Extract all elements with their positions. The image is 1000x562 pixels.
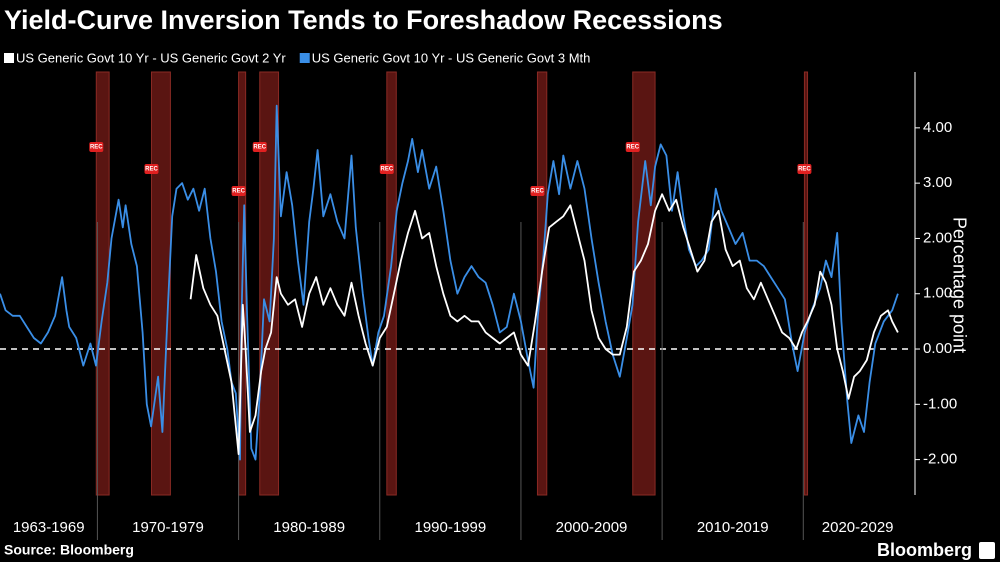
recession-tag-label: REC bbox=[145, 167, 158, 173]
x-period-label: 1980-1989 bbox=[273, 519, 345, 536]
x-period-label: 2000-2009 bbox=[556, 519, 628, 536]
y-tick-label: 4.00 bbox=[923, 119, 952, 136]
recession-band bbox=[150, 71, 171, 496]
y-tick-label: 1.00 bbox=[923, 285, 952, 302]
brand: Bloomberg bbox=[877, 540, 972, 560]
y-tick-label: 2.00 bbox=[923, 229, 952, 246]
recession-tag-box bbox=[144, 164, 159, 174]
chart-title: Yield-Curve Inversion Tends to Foreshado… bbox=[4, 5, 723, 35]
recession-tag-box bbox=[89, 142, 104, 152]
recession-tag: REC bbox=[252, 142, 267, 152]
recession-tag: REC bbox=[231, 186, 246, 196]
recession-band bbox=[803, 71, 809, 496]
recession-tag-label: REC bbox=[380, 167, 393, 173]
legend-label: US Generic Govt 10 Yr - US Generic Govt … bbox=[312, 50, 591, 65]
x-period-label: 1970-1979 bbox=[132, 519, 204, 536]
x-period-label: 2020-2029 bbox=[822, 519, 894, 536]
recession-tag: REC bbox=[379, 164, 394, 174]
recession-tag: REC bbox=[797, 164, 812, 174]
recession-tag-box bbox=[625, 142, 640, 152]
brand-icon bbox=[979, 542, 995, 559]
series-line bbox=[189, 193, 899, 455]
recession-tag-label: REC bbox=[90, 145, 103, 151]
legend-label: US Generic Govt 10 Yr - US Generic Govt … bbox=[16, 50, 286, 65]
x-period-label: 2010-2019 bbox=[697, 519, 769, 536]
recession-tag-box bbox=[797, 164, 812, 174]
recession-band bbox=[632, 71, 656, 496]
y-tick-label: -2.00 bbox=[923, 451, 957, 468]
recession-tag-box bbox=[231, 186, 246, 196]
legend-swatch bbox=[299, 53, 310, 63]
x-period-label: 1990-1999 bbox=[414, 519, 486, 536]
recession-tag-label: REC bbox=[232, 189, 245, 195]
legend-swatch bbox=[4, 53, 14, 63]
recession-band bbox=[536, 71, 548, 496]
recession-tag-box bbox=[379, 164, 394, 174]
recession-tag: REC bbox=[530, 186, 545, 196]
y-tick-label: 0.00 bbox=[923, 340, 952, 357]
recession-tag-box bbox=[252, 142, 267, 152]
y-tick-label: -1.00 bbox=[923, 395, 957, 412]
y-tick-label: 3.00 bbox=[923, 174, 952, 191]
series-line bbox=[0, 104, 899, 461]
recession-band bbox=[95, 71, 110, 496]
x-period-label: 1963-1969 bbox=[13, 519, 85, 536]
recession-tag: REC bbox=[144, 164, 159, 174]
recession-tag-label: REC bbox=[626, 145, 639, 151]
recession-tag: REC bbox=[89, 142, 104, 152]
recession-tag-label: REC bbox=[531, 189, 544, 195]
recession-tag: REC bbox=[625, 142, 640, 152]
y-axis-label: Percentage point bbox=[949, 217, 969, 353]
recession-tag-label: REC bbox=[253, 145, 266, 151]
recession-tag-label: REC bbox=[798, 167, 811, 173]
recession-tag-box bbox=[530, 186, 545, 196]
source: Source: Bloomberg bbox=[4, 542, 134, 558]
